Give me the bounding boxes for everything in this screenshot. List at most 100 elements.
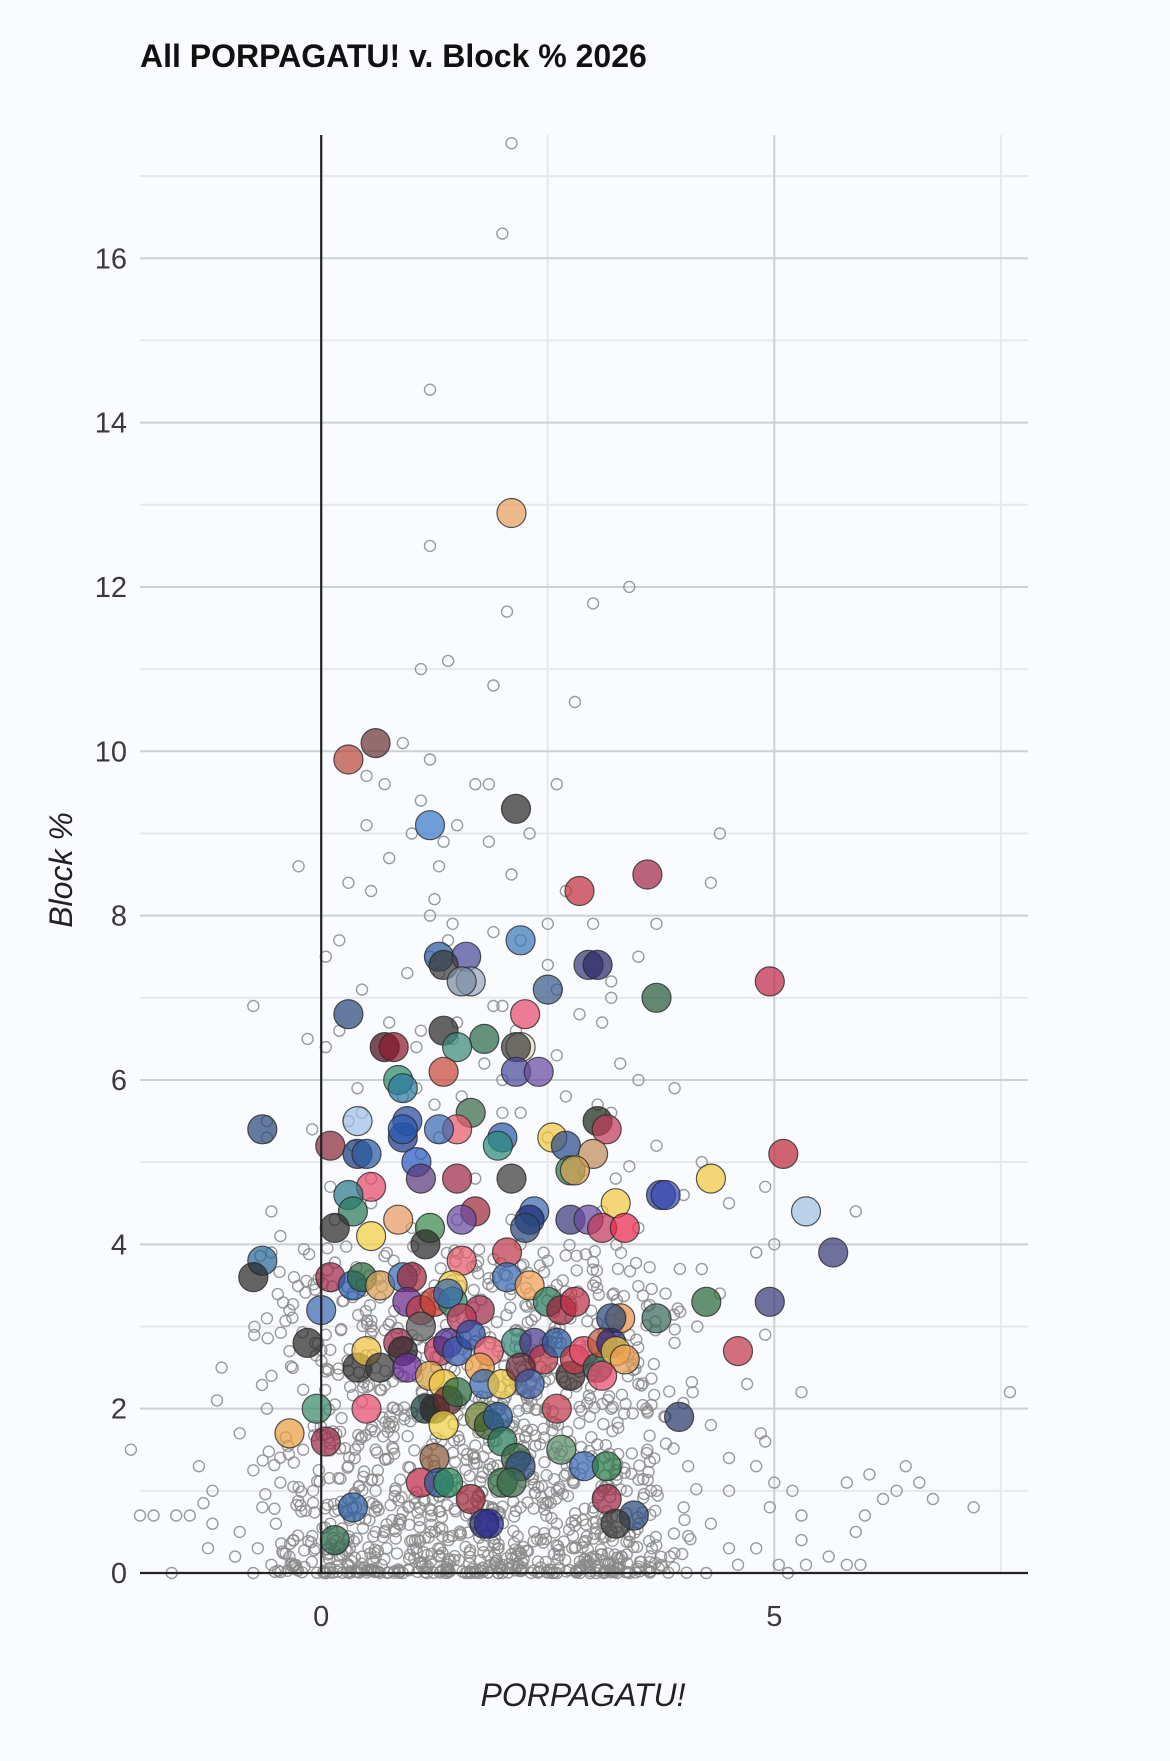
background-point bbox=[446, 917, 459, 930]
background-point bbox=[385, 1513, 399, 1527]
background-point bbox=[371, 1464, 384, 1477]
background-point bbox=[568, 1507, 582, 1520]
background-point bbox=[324, 1343, 337, 1357]
background-point bbox=[423, 539, 437, 553]
background-point bbox=[364, 1423, 378, 1437]
background-point bbox=[436, 1563, 449, 1576]
background-point bbox=[492, 1538, 505, 1551]
background-point bbox=[548, 1547, 561, 1561]
background-point bbox=[265, 1205, 278, 1218]
team-point bbox=[564, 875, 595, 907]
background-point bbox=[795, 1385, 808, 1399]
background-point bbox=[573, 1008, 586, 1021]
background-point bbox=[282, 1447, 295, 1461]
background-point bbox=[913, 1476, 926, 1489]
background-point bbox=[286, 1311, 299, 1324]
team-point bbox=[442, 1377, 473, 1408]
background-point bbox=[537, 1265, 551, 1279]
background-point bbox=[192, 1459, 206, 1473]
background-point bbox=[754, 1427, 767, 1440]
background-point bbox=[371, 1473, 384, 1486]
background-point bbox=[538, 1503, 551, 1516]
background-point bbox=[538, 1455, 551, 1469]
background-point bbox=[468, 1565, 482, 1578]
team-point bbox=[292, 1327, 323, 1359]
background-point bbox=[645, 1398, 658, 1412]
team-point bbox=[582, 949, 613, 981]
background-point bbox=[676, 1547, 689, 1561]
background-point bbox=[534, 1438, 547, 1451]
team-point bbox=[342, 1105, 373, 1137]
background-point bbox=[626, 1407, 639, 1420]
background-point bbox=[637, 1491, 650, 1505]
background-point bbox=[529, 1309, 542, 1323]
background-point bbox=[566, 1529, 580, 1542]
background-point bbox=[611, 1262, 625, 1276]
background-point bbox=[601, 1547, 615, 1560]
background-point bbox=[392, 1494, 405, 1507]
background-point bbox=[459, 1463, 472, 1477]
background-point bbox=[496, 999, 509, 1013]
background-point bbox=[704, 1517, 718, 1530]
background-point bbox=[704, 1418, 718, 1432]
team-point bbox=[442, 1031, 473, 1063]
background-point bbox=[643, 1429, 656, 1442]
background-point bbox=[306, 1123, 319, 1136]
background-point bbox=[356, 1381, 370, 1394]
team-point bbox=[496, 1467, 527, 1498]
team-point bbox=[274, 1418, 305, 1449]
background-point bbox=[405, 827, 418, 840]
background-point bbox=[633, 1555, 647, 1569]
x-tick-label: 5 bbox=[766, 1601, 782, 1633]
background-point bbox=[587, 1255, 600, 1269]
background-point bbox=[642, 1465, 655, 1479]
team-point bbox=[559, 1155, 591, 1186]
background-point bbox=[391, 1403, 404, 1416]
background-point bbox=[849, 1525, 862, 1539]
background-point bbox=[369, 1551, 382, 1564]
y-tick-label: 0 bbox=[111, 1558, 127, 1590]
background-point bbox=[376, 1530, 390, 1544]
background-point bbox=[300, 1274, 313, 1288]
background-point bbox=[356, 1319, 369, 1333]
background-point bbox=[437, 835, 450, 848]
background-point bbox=[297, 1383, 310, 1396]
y-tick-label: 14 bbox=[95, 408, 127, 440]
background-point bbox=[520, 1544, 533, 1558]
background-point bbox=[644, 1484, 658, 1498]
background-point bbox=[384, 1315, 398, 1328]
background-point bbox=[529, 1439, 542, 1453]
background-point bbox=[342, 1459, 355, 1473]
background-point bbox=[647, 1357, 661, 1371]
background-point bbox=[585, 1430, 598, 1444]
background-point bbox=[822, 1550, 835, 1563]
background-point bbox=[759, 1180, 772, 1194]
background-point bbox=[519, 1430, 532, 1444]
background-point bbox=[635, 1379, 648, 1392]
background-point bbox=[520, 1424, 534, 1437]
background-point bbox=[534, 1533, 548, 1546]
team-point bbox=[351, 1138, 382, 1170]
background-point bbox=[505, 868, 518, 881]
background-point bbox=[423, 909, 437, 922]
team-point bbox=[433, 1278, 464, 1309]
background-point bbox=[387, 1523, 401, 1536]
background-point bbox=[389, 1532, 402, 1545]
background-point bbox=[594, 1543, 608, 1556]
background-point bbox=[463, 1469, 476, 1483]
background-point bbox=[890, 1484, 903, 1498]
team-point bbox=[433, 1467, 464, 1498]
background-point bbox=[541, 958, 554, 972]
background-point bbox=[507, 1536, 521, 1550]
team-point bbox=[818, 1237, 849, 1268]
background-point bbox=[288, 1559, 302, 1572]
background-point bbox=[383, 851, 396, 865]
background-point bbox=[926, 1492, 940, 1506]
team-point bbox=[632, 859, 663, 890]
background-point bbox=[387, 1442, 400, 1456]
background-point bbox=[633, 1459, 646, 1472]
background-point bbox=[306, 1496, 320, 1510]
background-point bbox=[521, 1316, 534, 1329]
team-points bbox=[238, 497, 849, 1556]
background-point bbox=[668, 1323, 681, 1336]
